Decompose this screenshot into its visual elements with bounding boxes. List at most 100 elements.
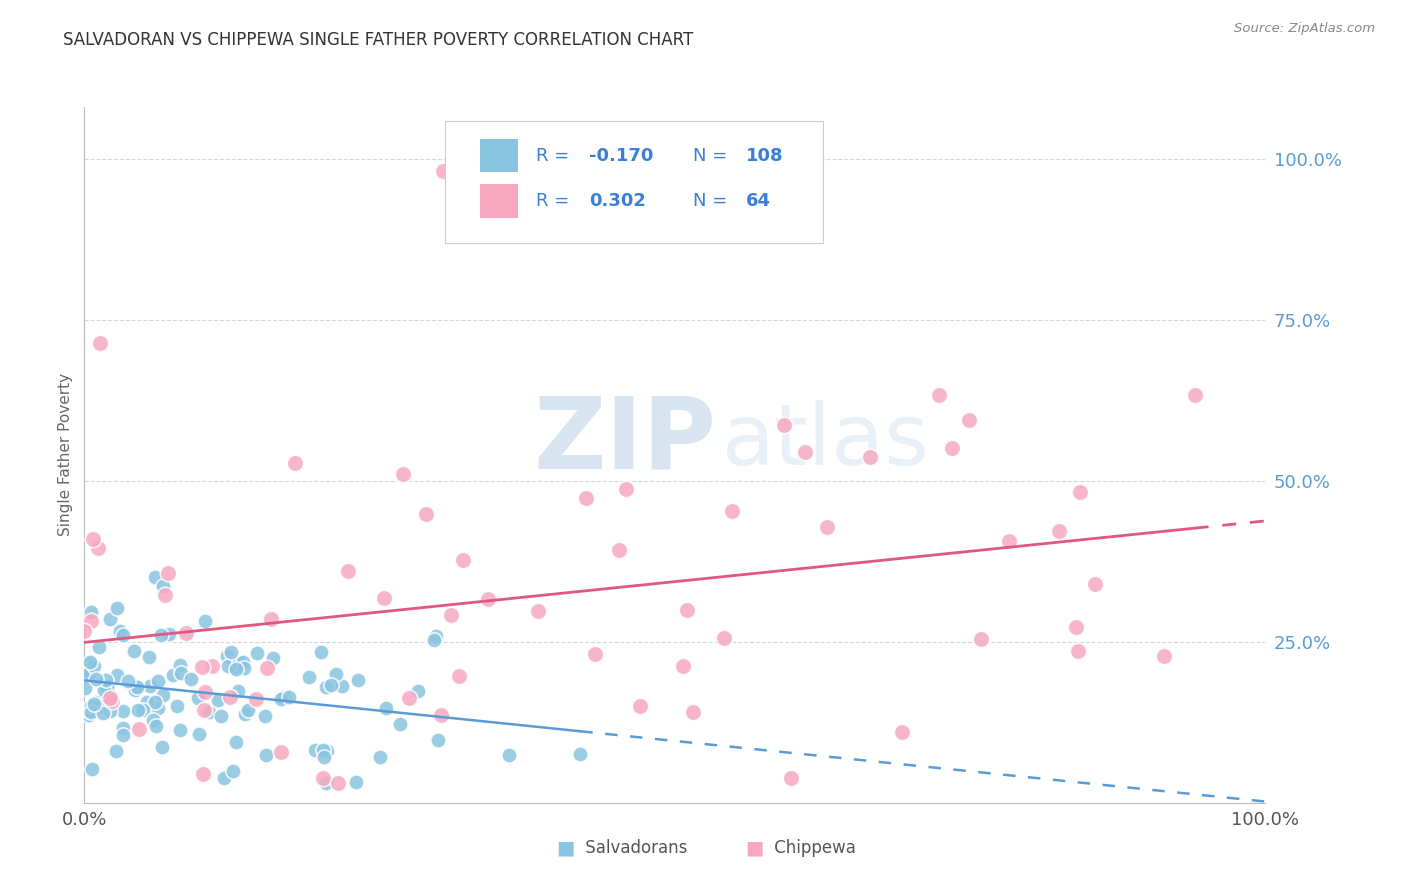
Text: ■: ■ bbox=[745, 838, 763, 857]
Point bbox=[127, 703, 149, 717]
Point bbox=[312, 772, 335, 786]
Point bbox=[238, 703, 260, 717]
Point bbox=[1184, 388, 1206, 402]
Point bbox=[108, 624, 131, 638]
Point bbox=[94, 673, 117, 687]
Point bbox=[232, 660, 254, 674]
Point bbox=[780, 771, 803, 785]
Point bbox=[314, 750, 336, 764]
Text: Salvadorans: Salvadorans bbox=[581, 839, 688, 857]
Point bbox=[150, 628, 173, 642]
Text: R =: R = bbox=[536, 147, 575, 165]
Point bbox=[80, 705, 103, 719]
Point bbox=[1067, 643, 1090, 657]
Point bbox=[432, 164, 454, 178]
Point bbox=[188, 727, 211, 741]
Text: atlas: atlas bbox=[723, 400, 931, 483]
Point bbox=[222, 764, 245, 779]
Point bbox=[427, 732, 450, 747]
Point bbox=[219, 690, 242, 704]
Point bbox=[80, 762, 103, 776]
Point bbox=[277, 690, 299, 705]
Point bbox=[125, 679, 148, 693]
Point bbox=[273, 690, 295, 705]
Point bbox=[1153, 648, 1175, 663]
Point bbox=[98, 690, 121, 705]
Point bbox=[430, 708, 453, 723]
Point bbox=[1064, 620, 1087, 634]
Point bbox=[79, 707, 101, 722]
Point bbox=[207, 692, 229, 706]
Text: 0.302: 0.302 bbox=[589, 192, 645, 210]
Point bbox=[145, 719, 167, 733]
Point bbox=[150, 739, 173, 754]
Point bbox=[174, 626, 197, 640]
Text: -0.170: -0.170 bbox=[589, 147, 652, 165]
Point bbox=[477, 592, 499, 607]
Point bbox=[260, 612, 283, 626]
Point bbox=[89, 336, 111, 351]
Point bbox=[98, 704, 121, 718]
Point bbox=[682, 705, 704, 719]
Point bbox=[122, 644, 145, 658]
Point bbox=[325, 667, 347, 681]
Point bbox=[222, 659, 245, 673]
Text: ■: ■ bbox=[557, 838, 575, 857]
Point bbox=[79, 699, 101, 714]
Point bbox=[105, 601, 128, 615]
Point bbox=[112, 705, 135, 719]
Y-axis label: Single Father Poverty: Single Father Poverty bbox=[58, 374, 73, 536]
Point bbox=[152, 579, 174, 593]
Point bbox=[226, 683, 249, 698]
Point bbox=[425, 629, 447, 643]
Point bbox=[346, 775, 368, 789]
Point bbox=[73, 624, 96, 638]
Point bbox=[284, 456, 307, 470]
Point bbox=[187, 690, 209, 705]
Point bbox=[80, 614, 103, 628]
Point bbox=[583, 647, 606, 661]
Point bbox=[91, 698, 114, 713]
Point bbox=[87, 640, 110, 654]
Point bbox=[270, 745, 292, 759]
Point bbox=[312, 743, 335, 757]
Point bbox=[319, 677, 342, 691]
Point bbox=[169, 657, 191, 672]
Point bbox=[315, 776, 337, 790]
Point bbox=[315, 744, 337, 758]
Point bbox=[194, 615, 217, 629]
Point bbox=[146, 700, 169, 714]
Point bbox=[245, 691, 267, 706]
Point bbox=[451, 552, 474, 566]
Point bbox=[112, 628, 135, 642]
FancyBboxPatch shape bbox=[479, 139, 517, 172]
Point bbox=[162, 667, 184, 681]
Point bbox=[166, 699, 188, 714]
Point bbox=[93, 683, 115, 698]
Point bbox=[233, 706, 256, 721]
Point bbox=[143, 695, 166, 709]
Point bbox=[117, 674, 139, 689]
Point bbox=[315, 680, 337, 694]
Point bbox=[201, 659, 224, 673]
Point bbox=[132, 703, 155, 717]
Point bbox=[614, 482, 637, 496]
Text: Source: ZipAtlas.com: Source: ZipAtlas.com bbox=[1234, 22, 1375, 36]
Text: R =: R = bbox=[536, 192, 575, 210]
Point bbox=[815, 520, 838, 534]
Point bbox=[79, 657, 101, 671]
Point bbox=[440, 608, 463, 623]
Point bbox=[449, 669, 471, 683]
Point bbox=[180, 673, 202, 687]
Point bbox=[415, 507, 437, 521]
Point bbox=[970, 632, 993, 646]
FancyBboxPatch shape bbox=[444, 121, 823, 243]
Point bbox=[672, 658, 695, 673]
Point bbox=[219, 645, 242, 659]
Point bbox=[773, 418, 796, 433]
Point bbox=[368, 749, 391, 764]
Point bbox=[1083, 577, 1105, 591]
Point bbox=[135, 695, 157, 709]
Point bbox=[86, 695, 108, 709]
Point bbox=[326, 776, 349, 790]
